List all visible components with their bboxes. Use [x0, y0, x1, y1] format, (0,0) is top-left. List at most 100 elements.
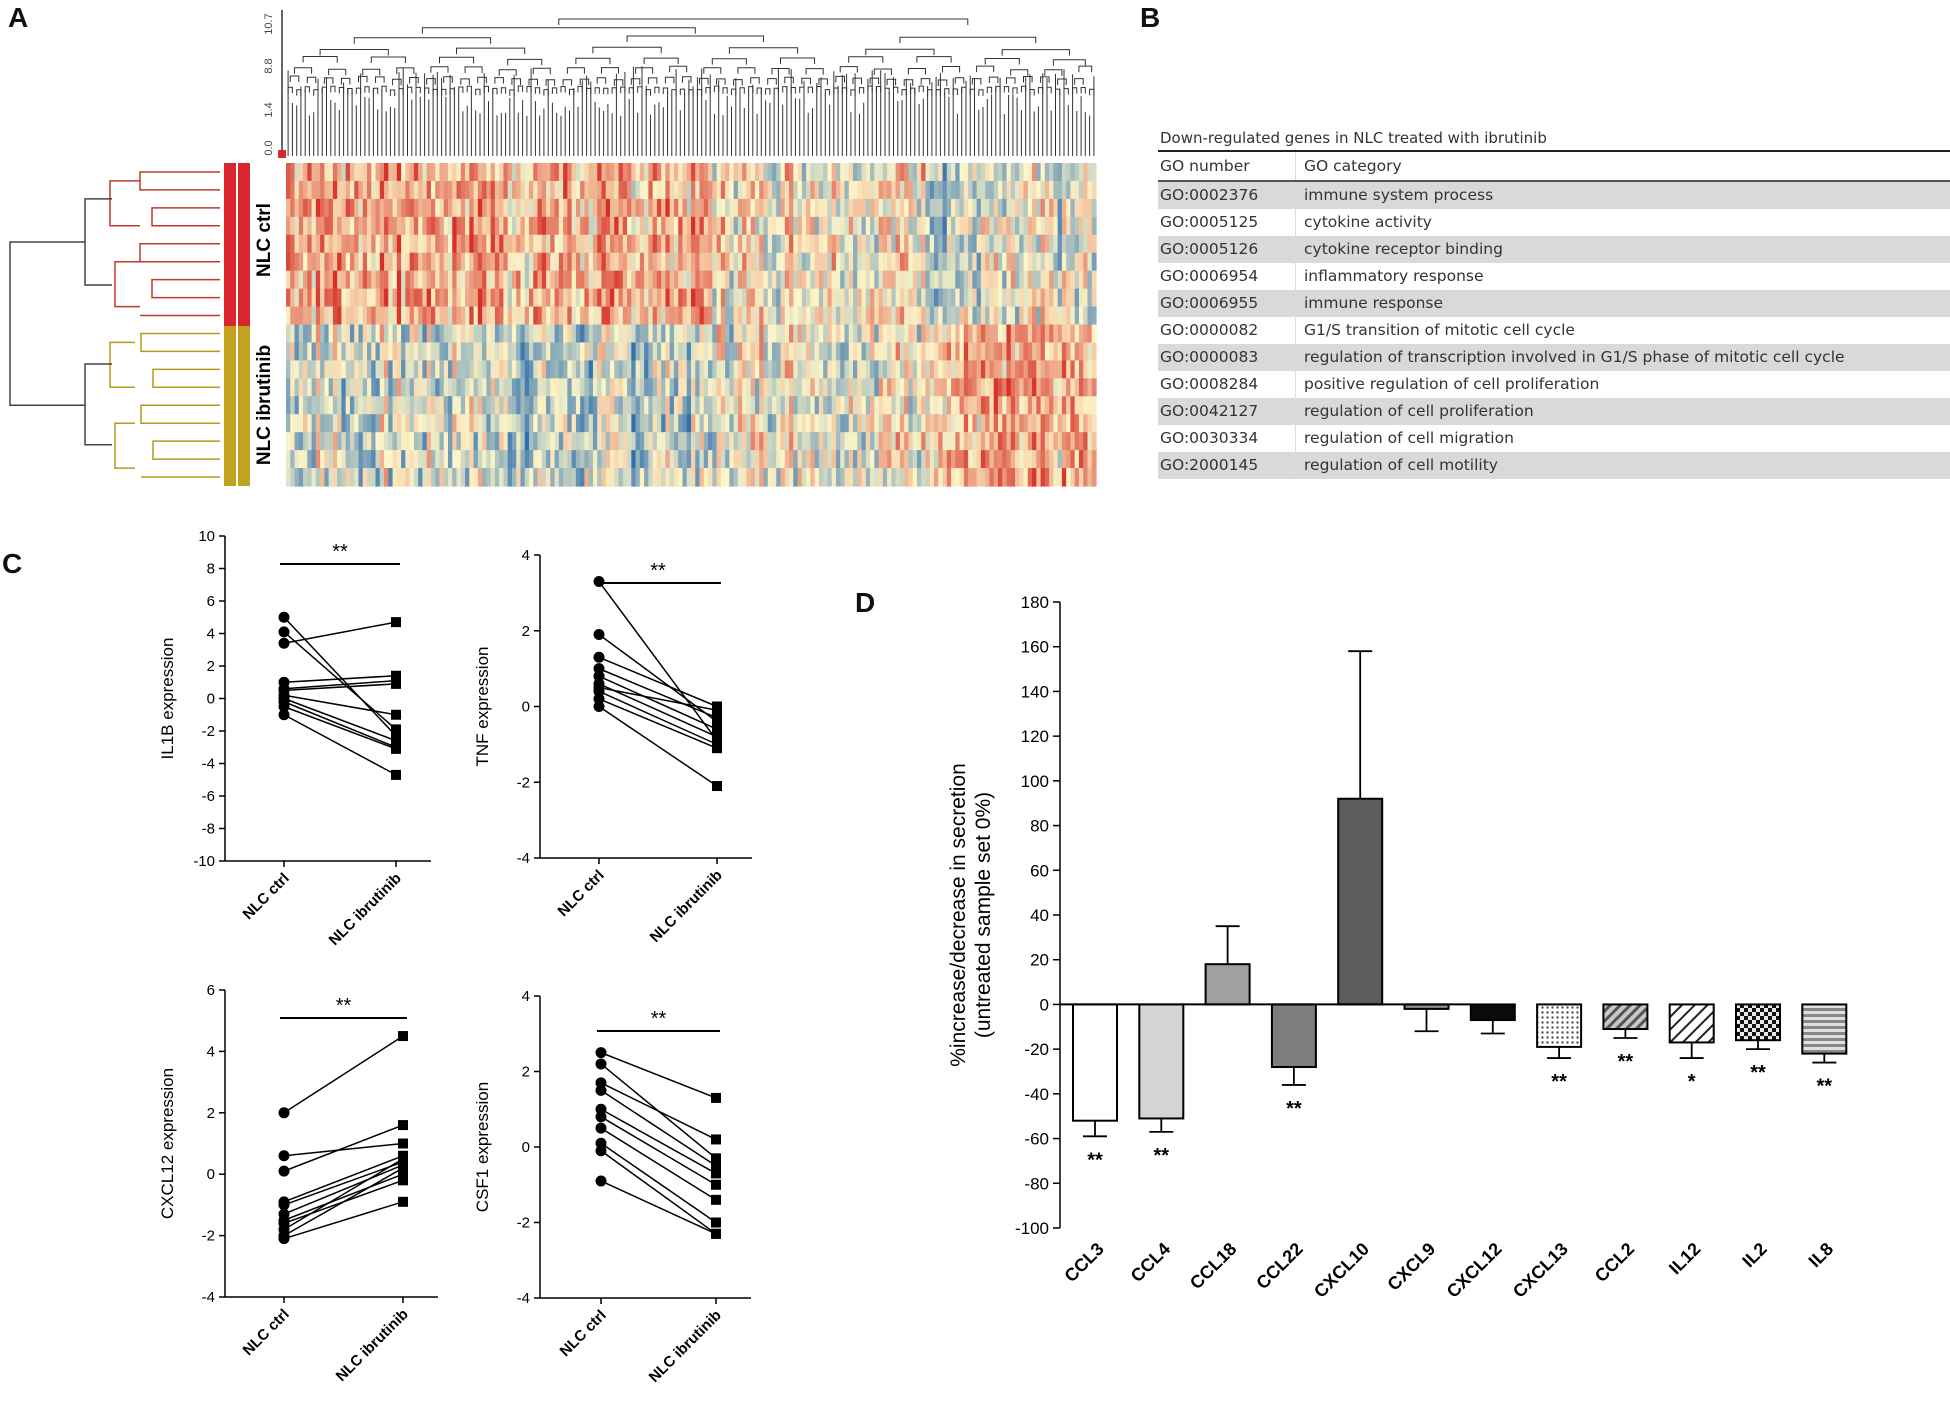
heatmap-cell — [997, 288, 1003, 308]
heatmap-cell — [558, 252, 564, 272]
heatmap-cell — [720, 414, 726, 433]
heatmap-cell — [997, 378, 1003, 397]
heatmap-cell — [831, 270, 837, 290]
heatmap-cell — [848, 216, 854, 236]
heatmap-cell — [669, 396, 675, 415]
heatmap-cell — [422, 163, 428, 182]
heatmap-cell — [712, 324, 718, 344]
heatmap-cell — [516, 163, 522, 182]
heatmap-cell — [1032, 468, 1037, 487]
heatmap-cell — [554, 234, 560, 254]
heatmap-cell — [848, 234, 854, 254]
dendrogram-branch — [362, 68, 381, 76]
heatmap-cell — [648, 270, 654, 290]
dendrogram-branch — [500, 87, 507, 94]
heatmap-cell — [631, 450, 637, 469]
heatmap-cell — [571, 288, 577, 308]
heatmap-cell — [1083, 396, 1089, 415]
heatmap-cell — [955, 216, 961, 236]
heatmap-cell — [345, 270, 351, 290]
ctrl-point — [593, 685, 605, 697]
heatmap-cell — [763, 468, 769, 487]
heatmap-cell — [699, 288, 705, 308]
heatmap-cell — [494, 198, 500, 218]
dendrogram-branch — [790, 87, 796, 94]
dendrogram-branch — [873, 68, 892, 76]
heatmap-cell — [686, 414, 692, 433]
heatmap-cell — [934, 163, 939, 182]
heatmap-cell — [1023, 163, 1029, 182]
heatmap-cell — [1053, 163, 1059, 182]
heatmap-cell — [554, 216, 560, 236]
heatmap-cell — [1002, 396, 1008, 415]
heatmap-cell — [529, 360, 534, 379]
heatmap-cell — [938, 234, 944, 254]
heatmap-cell — [1036, 216, 1042, 236]
heatmap-cell — [294, 450, 300, 469]
heatmap-cell — [367, 288, 372, 308]
heatmap-cell — [610, 450, 615, 469]
heatmap-cell — [665, 360, 671, 379]
panel-d-secretion-bar-chart: -100-80-60-40-20020406080100120140160180… — [947, 593, 1848, 1302]
ibrutinib-point — [711, 1160, 721, 1171]
heatmap-cell — [413, 288, 419, 308]
heatmap-cell — [639, 163, 645, 182]
heatmap-cell — [699, 450, 705, 469]
heatmap-cell — [554, 306, 560, 326]
heatmap-cell — [780, 180, 786, 200]
heatmap-cell — [899, 414, 905, 433]
heatmap-cell — [652, 216, 658, 236]
heatmap-cell — [627, 378, 632, 397]
heatmap-cell — [345, 432, 351, 451]
heatmap-cell — [763, 342, 769, 361]
heatmap-cell — [733, 216, 739, 236]
heatmap-cell — [870, 450, 875, 469]
heatmap-cell — [396, 163, 402, 182]
heatmap-cell — [627, 216, 632, 236]
dendrogram-branch — [294, 67, 313, 74]
heatmap-cell — [1083, 342, 1089, 361]
heatmap-cell — [763, 450, 769, 469]
heatmap-cell — [580, 432, 586, 451]
dendrogram-branch — [984, 58, 1020, 65]
heatmap-cell — [737, 432, 743, 451]
heatmap-cell — [656, 324, 662, 344]
heatmap-cell — [554, 324, 560, 344]
heatmap-cell — [976, 198, 982, 218]
heatmap-cell — [413, 342, 419, 361]
heatmap-cell — [882, 360, 888, 379]
heatmap-cell — [503, 468, 509, 487]
heatmap-cell — [1066, 216, 1072, 236]
heatmap-cell — [439, 252, 445, 272]
heatmap-cell — [861, 414, 867, 433]
heatmap-cell — [908, 234, 914, 254]
y-tick-label: 8 — [207, 561, 215, 578]
heatmap-cell — [328, 450, 334, 469]
heatmap-cell — [490, 324, 496, 344]
heatmap-cell — [644, 414, 649, 433]
heatmap-cell — [1032, 198, 1037, 218]
dendrogram-branch — [152, 368, 220, 389]
heatmap-cell — [345, 288, 351, 308]
heatmap-cell — [929, 450, 935, 469]
heatmap-cell — [571, 468, 577, 487]
dendrogram-branch — [1046, 86, 1052, 94]
heatmap-cell — [456, 468, 462, 487]
heatmap-cell — [669, 342, 675, 361]
heatmap-cell — [968, 414, 973, 433]
heatmap-cell — [358, 234, 364, 254]
heatmap-cell — [737, 163, 743, 182]
heatmap-cell — [332, 306, 338, 326]
heatmap-cell — [784, 450, 790, 469]
heatmap-cell — [665, 468, 671, 487]
heatmap-cell — [857, 450, 863, 469]
heatmap-cell — [588, 468, 594, 487]
heatmap-cell — [797, 270, 803, 290]
heatmap-cell — [563, 324, 568, 344]
heatmap-cell — [469, 468, 475, 487]
significance-label: ** — [1286, 1098, 1302, 1120]
dendrogram-branch — [443, 76, 453, 83]
heatmap-cell — [746, 324, 752, 344]
heatmap-cell — [708, 360, 713, 379]
heatmap-cell — [997, 234, 1003, 254]
